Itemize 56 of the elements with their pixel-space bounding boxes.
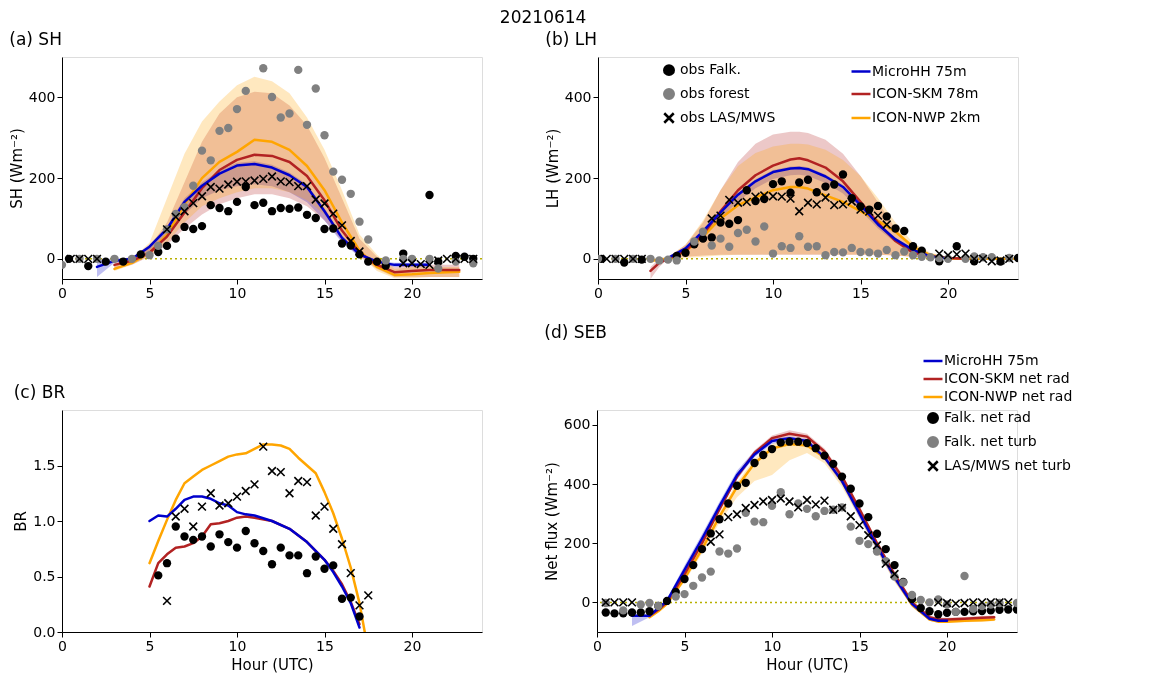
y-tick-label: 0.0 (33, 623, 56, 640)
y-axis-title: LH (Wm⁻²) (543, 128, 562, 209)
x-tick-label: 20 (938, 637, 957, 654)
x-tick-label: 15 (852, 284, 870, 301)
y-tick-label: 200 (563, 534, 591, 551)
legend-label: Falk. net rad (944, 409, 1031, 425)
x-tick-label: 20 (939, 284, 958, 301)
legend-label: ICON-SKM net rad (944, 370, 1070, 386)
x-tick-label: 5 (681, 284, 691, 301)
legend-label: Falk. net turb (944, 433, 1037, 449)
x-tick-label: 5 (145, 284, 155, 301)
y-tick-label: 1.0 (33, 512, 56, 529)
chart-title: (d) SEB (544, 322, 607, 342)
legend-label: obs Falk. (680, 61, 741, 78)
y-tick-label: 400 (563, 475, 591, 492)
text: 20210614 (499, 6, 587, 27)
y-tick-label: 400 (28, 88, 56, 105)
chart-title: (a) SH (9, 29, 62, 49)
y-tick-label: 0.5 (33, 568, 56, 584)
legend-label: obs LAS/MWS (680, 109, 776, 125)
x-tick-label: 15 (851, 637, 869, 654)
legend-label: ICON-NWP net rad (944, 388, 1073, 404)
x-axis-title: Hour (UTC) (766, 655, 849, 674)
y-tick-label: 1.5 (33, 457, 56, 473)
x-tick-label: 10 (228, 637, 247, 654)
y-tick-label: 600 (563, 416, 591, 433)
x-axis-title: Hour (UTC) (231, 655, 314, 674)
y-tick-label: 200 (564, 169, 592, 186)
y-axis-title: SH (Wm⁻²) (7, 128, 26, 209)
x-tick-label: 0 (58, 637, 67, 654)
legend-label: MicroHH 75m (944, 352, 1039, 368)
y-tick-label: 0 (582, 250, 592, 267)
chart-title: (c) BR (13, 382, 66, 402)
legend-label: LAS/MWS net turb (944, 457, 1072, 473)
y-tick-label: 200 (28, 169, 56, 186)
x-tick-label: 10 (764, 284, 783, 301)
y-axis-title: Net flux (Wm⁻²) (542, 462, 561, 581)
x-tick-label: 15 (316, 284, 334, 301)
y-tick-label: 0 (46, 250, 56, 267)
x-tick-label: 0 (594, 284, 603, 301)
y-tick-label: 400 (564, 88, 592, 105)
x-tick-label: 20 (403, 637, 422, 654)
y-axis-title: BR (12, 511, 31, 532)
x-tick-label: 15 (316, 637, 334, 654)
x-tick-label: 0 (58, 284, 67, 301)
legend-label: ICON-SKM 78m (872, 85, 979, 101)
legend-label: ICON-NWP 2km (872, 109, 981, 125)
x-tick-label: 20 (403, 284, 422, 301)
chart-title: (b) LH (545, 29, 597, 49)
y-tick-label: 0 (581, 593, 591, 610)
x-tick-label: 5 (680, 637, 690, 654)
x-tick-label: 10 (763, 637, 782, 654)
x-tick-label: 5 (145, 637, 155, 654)
x-tick-label: 10 (228, 284, 247, 301)
legend-label: MicroHH 75m (872, 62, 967, 79)
legend-label: obs forest (680, 85, 751, 101)
